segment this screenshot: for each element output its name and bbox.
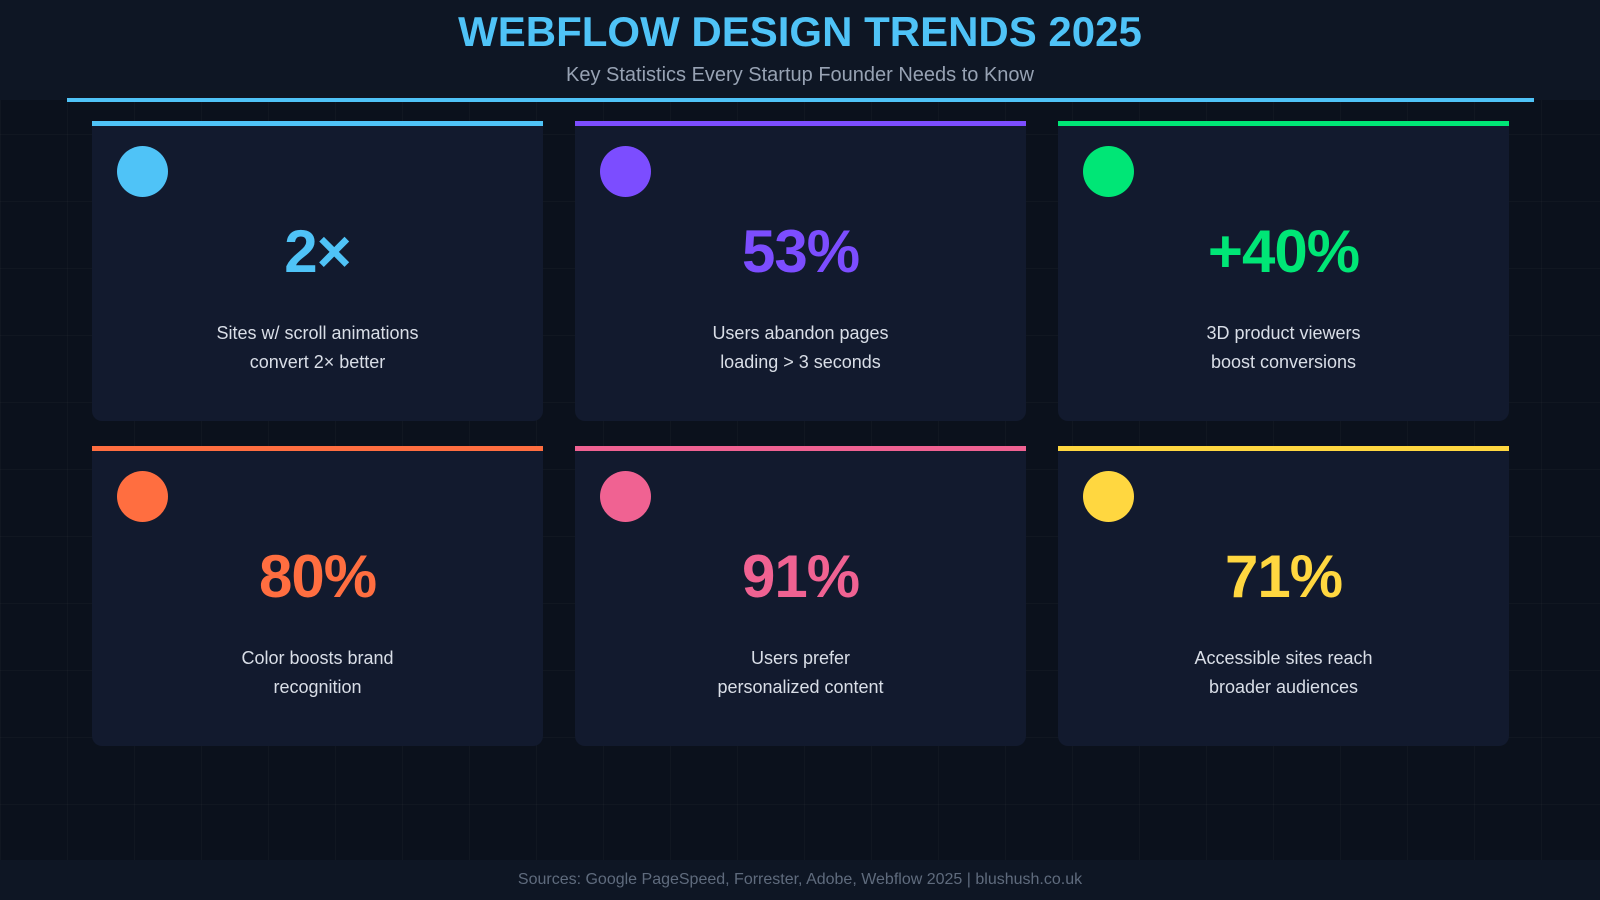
stat-description-line: loading > 3 seconds <box>720 352 881 372</box>
stat-value: 80% <box>258 543 377 610</box>
circle-icon <box>600 146 651 197</box>
circle-icon <box>117 471 168 522</box>
stat-description-line: boost conversions <box>1210 352 1357 372</box>
circle-icon <box>117 146 168 197</box>
card-accent-bar <box>1058 446 1509 451</box>
stat-card-accessibility: 71% Accessible sites reach broader audie… <box>1058 446 1509 746</box>
stat-description-line: recognition <box>273 677 362 697</box>
stat-description-line: convert 2× better <box>249 352 386 372</box>
stat-description: Users prefer personalized content <box>575 644 1026 702</box>
stat-card-personalization: 91% Users prefer personalized content <box>575 446 1026 746</box>
stat-description: Users abandon pages loading > 3 seconds <box>575 319 1026 377</box>
stat-description: Accessible sites reach broader audiences <box>1058 644 1509 702</box>
card-accent-bar <box>1058 121 1509 126</box>
card-accent-bar <box>575 446 1026 451</box>
stat-description-line: broader audiences <box>1208 677 1359 697</box>
stat-description-line: personalized content <box>717 677 884 697</box>
stat-description-line: Accessible sites reach <box>1194 648 1373 668</box>
page-subtitle: Key Statistics Every Startup Founder Nee… <box>566 64 1034 86</box>
stat-value: +40% <box>1207 218 1360 285</box>
stat-value: 2× <box>284 218 351 285</box>
header: WEBFLOW DESIGN TRENDS 2025 Key Statistic… <box>0 0 1600 100</box>
stat-description: Sites w/ scroll animations convert 2× be… <box>92 319 543 377</box>
stat-description-line: Users prefer <box>750 648 851 668</box>
header-divider <box>67 98 1534 102</box>
card-accent-bar <box>92 121 543 126</box>
page-title: WEBFLOW DESIGN TRENDS 2025 <box>458 8 1142 55</box>
stat-description: Color boosts brand recognition <box>92 644 543 702</box>
stat-description-line: Users abandon pages <box>712 323 889 343</box>
stat-description-line: 3D product viewers <box>1206 323 1361 343</box>
stat-description: 3D product viewers boost conversions <box>1058 319 1509 377</box>
footer: Sources: Google PageSpeed, Forrester, Ad… <box>0 860 1600 900</box>
stat-card-scroll-animations: 2× Sites w/ scroll animations convert 2×… <box>92 121 543 421</box>
stat-value: 91% <box>741 543 860 610</box>
stat-card-page-abandonment: 53% Users abandon pages loading > 3 seco… <box>575 121 1026 421</box>
stat-description-line: Color boosts brand <box>241 648 394 668</box>
circle-icon <box>600 471 651 522</box>
circle-icon <box>1083 146 1134 197</box>
stat-card-3d-viewers: +40% 3D product viewers boost conversion… <box>1058 121 1509 421</box>
stat-description-line: Sites w/ scroll animations <box>216 323 419 343</box>
sources-text: Sources: Google PageSpeed, Forrester, Ad… <box>517 871 1083 888</box>
card-accent-bar <box>92 446 543 451</box>
circle-icon <box>1083 471 1134 522</box>
stat-card-brand-color: 80% Color boosts brand recognition <box>92 446 543 746</box>
card-accent-bar <box>575 121 1026 126</box>
stat-value: 53% <box>741 218 860 285</box>
stat-value: 71% <box>1224 543 1343 610</box>
